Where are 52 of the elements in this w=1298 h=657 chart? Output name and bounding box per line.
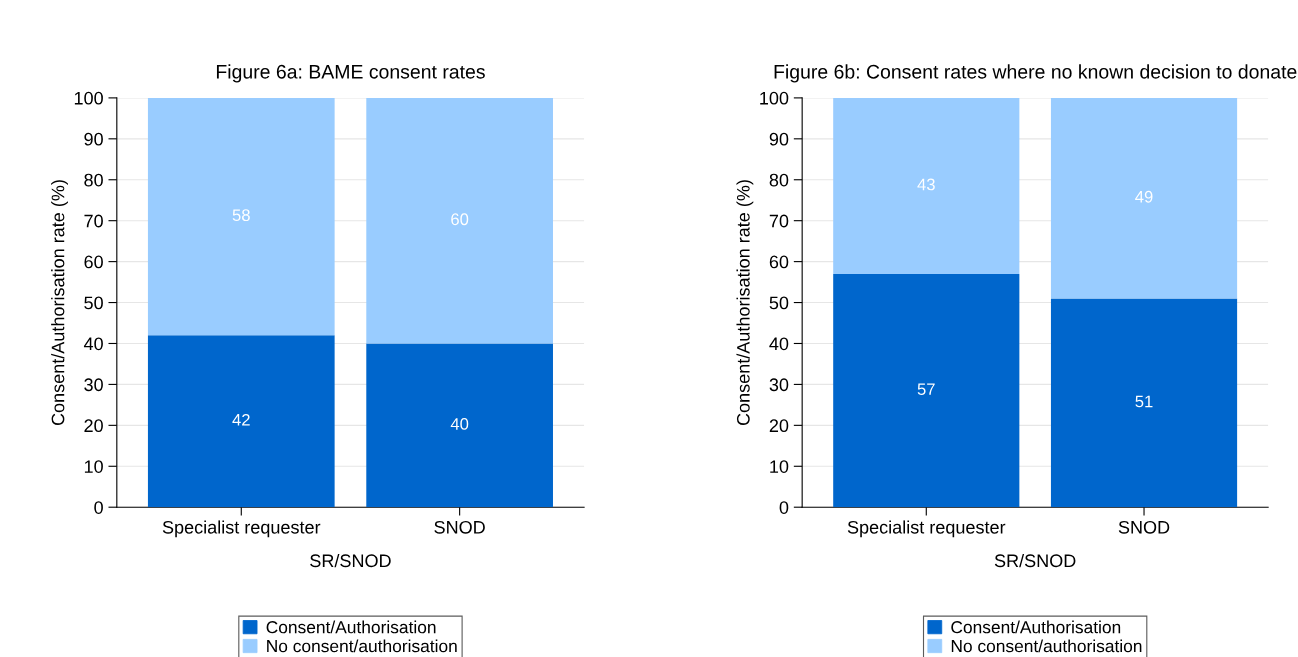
y-tick-label: 10 [84, 460, 103, 473]
y-tick-label: 60 [769, 255, 789, 269]
data-label: 49 [1135, 190, 1153, 203]
x-axis-title: SR/SNOD [994, 553, 1076, 568]
bar [833, 273, 1020, 508]
data-label: 43 [917, 178, 935, 191]
y-tick-label: 30 [84, 378, 103, 392]
x-tick-label: SNOD [434, 520, 485, 534]
bar [147, 335, 335, 508]
data-label: 40 [450, 418, 469, 430]
y-tick-label: 50 [769, 296, 789, 310]
y-tick-label: 100 [74, 91, 103, 105]
bar [366, 97, 553, 344]
x-tick-label: Specialist requester [162, 520, 321, 538]
y-tick-label: 40 [83, 337, 103, 351]
x-tick-label: Specialist requester [847, 520, 1006, 538]
x-tick-label: SNOD [1118, 520, 1170, 534]
y-tick-label: 100 [760, 91, 789, 105]
y-tick-label: 80 [769, 173, 789, 187]
bar [1050, 97, 1238, 299]
data-label: 51 [1135, 395, 1153, 408]
y-tick-label: 90 [769, 132, 789, 146]
data-label: 42 [232, 413, 250, 426]
legend-label: Consent/Authorisation [266, 620, 436, 634]
y-tick-label: 60 [84, 255, 103, 269]
y-tick-label: 0 [779, 501, 789, 514]
chart-title: Figure 6b: Consent rates where no known decision to donate [774, 64, 1297, 83]
y-tick-label: 20 [84, 419, 103, 433]
x-axis-title: SR/SNOD [310, 553, 391, 568]
bar [1050, 298, 1238, 508]
data-label: 60 [451, 213, 469, 226]
bar [147, 97, 335, 336]
data-label: 57 [917, 383, 935, 396]
bar [366, 343, 553, 508]
y-tick-label: 10 [770, 460, 789, 473]
legend-label: No consent/authorisation [267, 639, 457, 653]
chart-title: Figure 6a: BAME consent rates [216, 64, 485, 83]
y-tick-label: 0 [94, 501, 103, 514]
y-tick-label: 50 [84, 296, 103, 310]
y-tick-label: 80 [84, 173, 103, 187]
y-tick-label: 40 [769, 337, 789, 351]
y-axis-title: Consent/Authorisation rate (%) [51, 180, 68, 426]
y-tick-label: 30 [769, 378, 789, 392]
y-tick-label: 70 [84, 214, 103, 228]
y-axis-title: Consent/Authorisation rate (%) [736, 180, 754, 426]
bar [833, 97, 1020, 274]
y-tick-label: 90 [84, 132, 103, 146]
legend-label: Consent/Authorisation [951, 620, 1121, 634]
y-tick-label: 70 [769, 214, 789, 228]
data-label: 58 [232, 209, 250, 222]
legend-label: No consent/authorisation [951, 639, 1142, 653]
y-tick-label: 20 [769, 419, 789, 433]
